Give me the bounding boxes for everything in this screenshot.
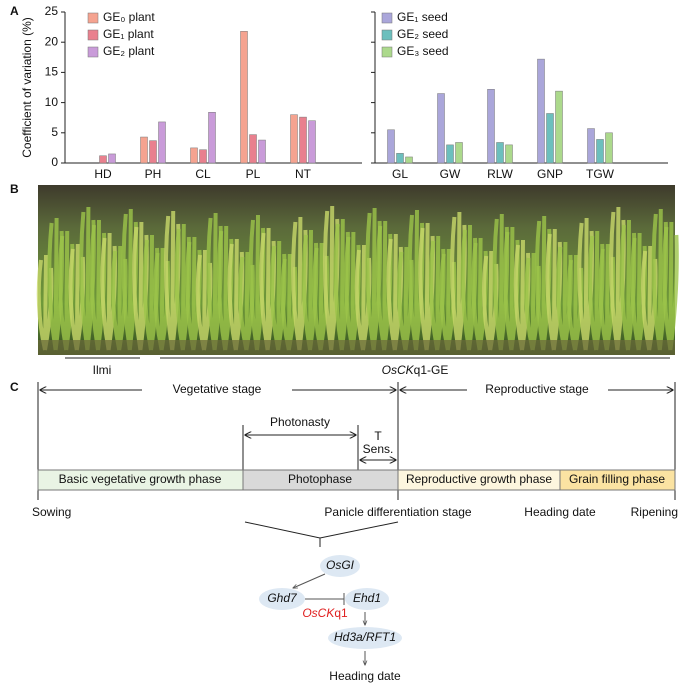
node-label: OsGI [326,558,355,572]
y-tick-label: 25 [45,4,59,18]
phase-label: Photophase [288,472,352,486]
rice-field-photo [36,185,679,355]
bar [158,121,166,164]
node [345,588,389,610]
legend-label: GE₃ seed [397,44,449,58]
legend-swatch [381,29,393,41]
node [259,588,305,610]
water [38,340,675,355]
photo-label: Ilmi [93,363,112,377]
bar [240,31,248,164]
bar [108,153,116,164]
milestone: Panicle differentiation stage [324,505,472,519]
bar [208,112,216,164]
y-tick-label: 0 [51,155,58,169]
label-part: q1-GE [414,363,449,377]
node-label: Heading date [329,669,401,683]
node [328,627,402,649]
legend-label: GE₂ plant [103,44,155,58]
bar [446,144,454,164]
bar [149,140,157,164]
legend-label: GE₀ plant [103,10,155,24]
milestone: Sowing [32,505,71,519]
period-label: Sens. [363,442,394,456]
legend-label: GE₁ plant [103,27,154,41]
panel-label: C [10,380,19,394]
plant [662,221,679,351]
x-tick-label: PL [246,167,261,181]
bar [596,139,604,164]
x-tick-label: RLW [487,167,513,181]
legend-swatch [381,12,393,24]
milestone: Ripening [631,505,678,519]
y-tick-label: 5 [51,125,58,139]
bar [190,147,198,164]
x-tick-label: GNP [537,167,563,181]
legend-swatch [87,29,99,41]
node [320,555,360,577]
panel-label: B [10,182,19,196]
y-tick-label: 20 [45,34,59,48]
stage-label: Reproductive stage [485,382,589,396]
x-tick-label: GW [440,167,461,181]
legend-swatch [381,46,393,58]
bar [505,144,513,164]
phase-label: Grain filling phase [569,472,665,486]
stage-label: Vegetative stage [173,382,262,396]
x-tick-label: GL [392,167,408,181]
bar [387,129,395,164]
funnel [244,521,399,547]
y-tick-label: 10 [45,95,59,109]
x-tick-label: CL [195,167,211,181]
bar [299,116,307,164]
node-label: Ghd7 [267,591,298,605]
bar [496,142,504,164]
bar [99,155,107,164]
bar [199,149,207,164]
x-tick-label: NT [295,167,312,181]
regulator-label: OsCKq1 [302,606,348,620]
y-axis-label: Coefficient of variation (%) [20,17,34,158]
bar [308,120,316,164]
period-label: T [374,429,382,443]
bar [555,90,563,164]
bar [546,113,554,164]
legend-label: GE₁ seed [397,10,448,24]
bar [405,156,413,164]
node-label: Ehd1 [353,591,381,605]
y-tick-label: 15 [45,65,59,79]
node-label: Hd3a/RFT1 [334,630,396,644]
bar [290,114,298,164]
bar [249,134,257,164]
x-tick-label: PH [145,167,162,181]
phase-label: Basic vegetative growth phase [59,472,222,486]
bar [537,58,545,164]
label-part: OsCK [302,606,335,620]
bar [258,139,266,164]
bar [140,136,148,164]
bar [487,89,495,164]
panel-label: A [10,4,19,18]
legend-swatch [87,12,99,24]
label-part: q1 [334,606,348,620]
period-label: Photonasty [270,415,330,429]
bar [587,128,595,164]
bar [455,142,463,164]
legend-label: GE₂ seed [397,27,448,41]
bar [396,153,404,164]
milestone: Heading date [524,505,596,519]
label-part: OsCK [382,363,415,377]
phase-box [559,469,676,491]
photo-label: OsCKq1-GE [382,363,449,377]
phase-label: Reproductive growth phase [406,472,552,486]
arrow [293,573,326,588]
legend-swatch [87,46,99,58]
x-tick-label: HD [94,167,112,181]
bar [437,93,445,164]
bar [605,132,613,164]
x-tick-label: TGW [586,167,615,181]
